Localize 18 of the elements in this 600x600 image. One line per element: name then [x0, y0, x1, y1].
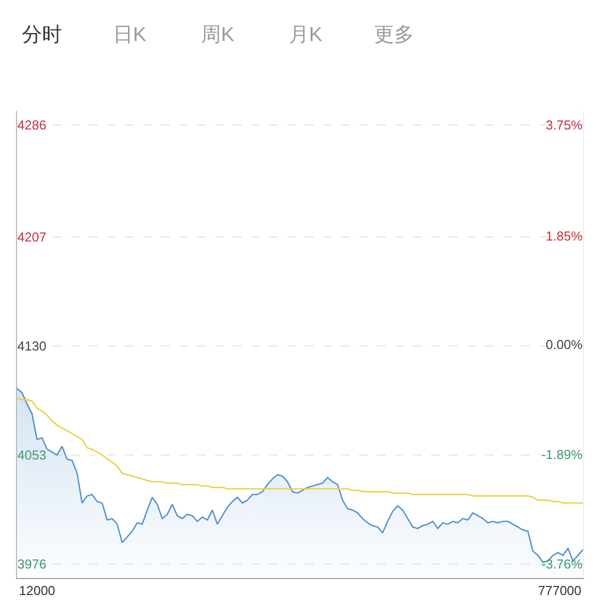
y2-tick-label: 1.85% [546, 228, 584, 244]
y2-tick-label: -3.76% [541, 556, 584, 572]
text: 分时 [22, 24, 62, 46]
y2-tick-label: 3.75% [546, 118, 584, 133]
text: 周K [201, 24, 235, 46]
y2-tick-label: 0.00% [546, 336, 584, 352]
y-tick-label: 4286 [17, 118, 46, 133]
text: 月K [289, 24, 323, 46]
text: 日K [113, 24, 147, 46]
y-tick-label: 4053 [17, 447, 46, 462]
y-tick-label: 4207 [17, 230, 46, 244]
y2-tick-label: -1.89% [541, 447, 584, 462]
y-tick-label: 3976 [17, 556, 46, 572]
y-tick-label: 4130 [17, 338, 46, 354]
text: 更多 [374, 24, 414, 46]
text: 777000 [538, 583, 582, 598]
text: 12000 [19, 583, 56, 598]
line-series [17, 398, 583, 504]
